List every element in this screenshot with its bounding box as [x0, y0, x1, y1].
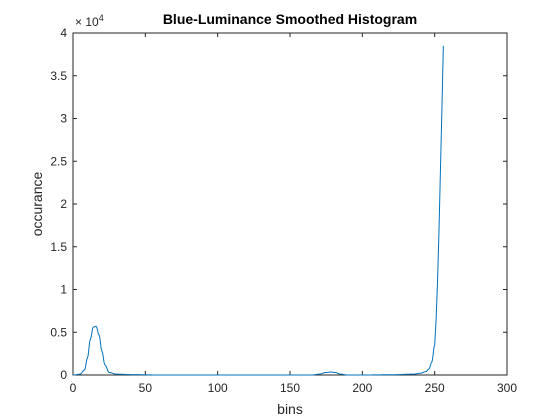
- y-exponent-label: × 104: [75, 13, 104, 29]
- y-tick-label: 4: [60, 26, 67, 40]
- x-tick-label: 250: [425, 381, 445, 395]
- plot-area: [72, 32, 508, 376]
- x-tick-label: 100: [208, 381, 228, 395]
- y-tick-label: 0: [60, 368, 67, 382]
- y-tick-label: 1: [60, 283, 67, 297]
- x-tick-label: 200: [352, 381, 372, 395]
- chart-title: Blue-Luminance Smoothed Histogram: [163, 11, 417, 27]
- y-axis: 0 0.5 1 1.5 2 2.5 3 3.5 4: [50, 26, 507, 382]
- x-axis: 0 50 100 150 200 250 300: [70, 33, 517, 395]
- y-tick-label: 2.5: [50, 154, 67, 168]
- x-tick-label: 300: [497, 381, 517, 395]
- y-exponent-base: × 10: [75, 15, 99, 29]
- y-tick-label: 0.5: [50, 325, 67, 339]
- y-tick-label: 3: [60, 112, 67, 126]
- y-tick-label: 2: [60, 197, 67, 211]
- series-line: [72, 45, 444, 376]
- y-exponent-power: 4: [99, 13, 104, 23]
- y-axis-label: occurance: [29, 171, 45, 236]
- y-tick-label: 1.5: [50, 240, 67, 254]
- y-tick-label: 3.5: [50, 69, 67, 83]
- x-tick-label: 0: [70, 381, 77, 395]
- x-axis-label: bins: [277, 401, 303, 417]
- x-tick-label: 150: [280, 381, 300, 395]
- x-tick-label: 50: [139, 381, 153, 395]
